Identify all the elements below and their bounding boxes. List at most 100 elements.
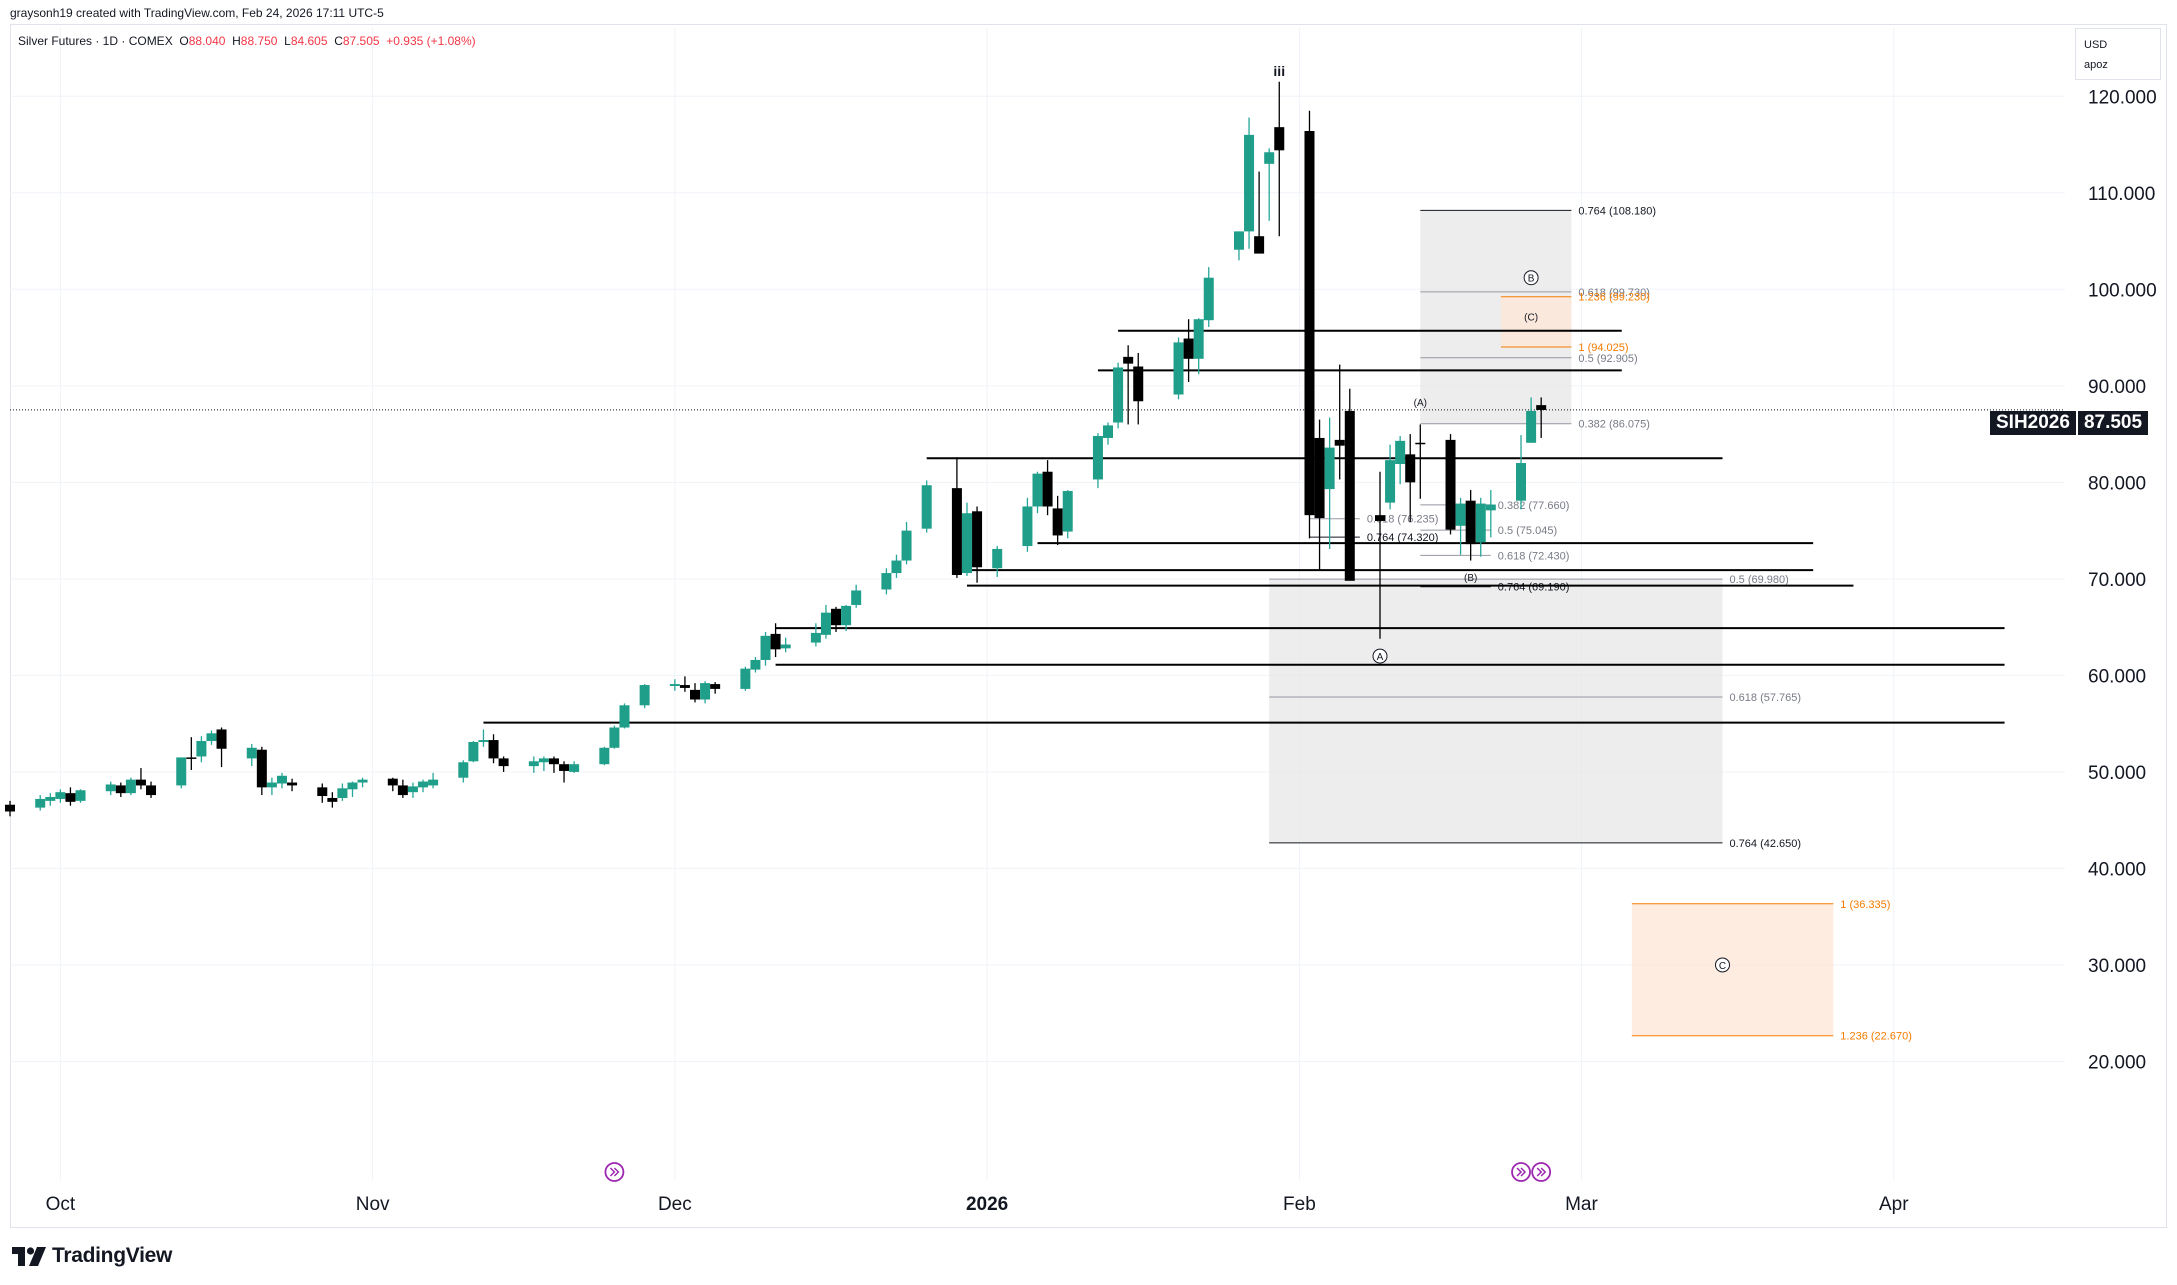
tradingview-logo-text: TradingView — [52, 1244, 173, 1267]
x-axis-tick-label: 2026 — [966, 1194, 1008, 1215]
candle-body — [619, 705, 630, 728]
x-axis-tick-label: Mar — [1565, 1194, 1598, 1215]
y-axis-tick-label: 60.000 — [2088, 666, 2146, 687]
y-axis-tick-label: 120.000 — [2088, 87, 2157, 108]
candle-body — [1445, 439, 1456, 530]
wave-label: B — [1528, 274, 1535, 285]
y-axis-tick-label: 50.000 — [2088, 763, 2146, 784]
candle-body — [881, 573, 892, 590]
scale-settings-box[interactable]: USD apoz — [2075, 28, 2161, 80]
candle-body — [216, 729, 227, 749]
candle-body — [972, 511, 983, 568]
candle-body — [206, 733, 217, 742]
candle-body — [468, 741, 479, 762]
candle-body — [1042, 471, 1053, 507]
candle-body — [1173, 342, 1184, 395]
open-label: O — [179, 34, 189, 48]
candle-body — [1193, 319, 1204, 359]
fib-target-zone — [1500, 296, 1572, 347]
candle-body — [770, 633, 781, 650]
fib-level-label: 1 (94.025) — [1578, 342, 1628, 354]
candle-body — [478, 740, 489, 742]
candle-body — [1526, 410, 1537, 443]
candle-body — [347, 782, 358, 790]
candle-body — [679, 685, 690, 688]
candle-body — [1334, 439, 1345, 446]
candle-body — [1062, 491, 1073, 532]
candle-body — [1405, 454, 1416, 483]
candle-body — [740, 668, 751, 689]
fib-level-label: 1 (36.335) — [1840, 899, 1890, 911]
symbol-legend: Silver Futures · 1D · COMEX O88.040 H88.… — [18, 34, 476, 48]
candle-body — [538, 758, 549, 763]
fib-level-label: 0.5 (92.905) — [1578, 353, 1637, 365]
candle-body — [1455, 503, 1466, 526]
candle-body — [1465, 500, 1476, 545]
x-axis-tick-label: Feb — [1283, 1194, 1316, 1215]
candle-body — [1375, 515, 1385, 521]
fib-level-label: 0.5 (75.045) — [1498, 525, 1557, 537]
candle-body — [750, 659, 761, 670]
low-label: L — [284, 34, 291, 48]
candle-body — [1344, 410, 1355, 581]
tradingview-logo-icon — [12, 1247, 46, 1266]
chart-frame[interactable] — [10, 24, 2167, 1228]
fib-level-label: 0.618 (72.430) — [1498, 550, 1570, 562]
candle-body — [407, 786, 418, 793]
y-axis-tick-label: 40.000 — [2088, 859, 2146, 880]
candle-body — [669, 684, 680, 687]
candle-body — [1233, 231, 1244, 250]
candle-body — [1475, 503, 1486, 543]
x-axis-tick-label: Dec — [658, 1194, 692, 1215]
candle-body — [951, 488, 962, 576]
candle-body — [1113, 367, 1124, 423]
candle-body — [1244, 134, 1255, 232]
ticker-badge: SIH2026 — [1990, 411, 2076, 435]
candlestick-chart[interactable]: 0.764 (108.180) 0.618 (99.730)1.236 (99.2… — [0, 0, 2177, 1240]
candle-body — [75, 790, 86, 801]
candle-body — [921, 485, 932, 529]
candle-body — [1485, 504, 1496, 511]
close-value: 87.505 — [342, 34, 380, 48]
candle-body — [287, 782, 298, 786]
wave-label: A — [1377, 652, 1384, 663]
candle-body — [548, 758, 559, 765]
candle-body — [559, 764, 570, 771]
candle-body — [831, 608, 842, 626]
close-label: C — [334, 34, 343, 48]
wave-label: (C) — [1524, 312, 1538, 323]
candle-body — [276, 775, 287, 784]
candle-body — [65, 793, 76, 802]
candle-body — [609, 727, 620, 748]
candle-body — [146, 785, 157, 796]
candle-body — [1264, 152, 1275, 164]
candle-body — [599, 747, 610, 765]
x-axis-tick-label: Oct — [46, 1194, 76, 1215]
fib-level-label: 0.764 (42.650) — [1730, 838, 1802, 850]
fib-target-zone — [1631, 903, 1834, 1036]
candle-body — [5, 804, 15, 812]
candle-body — [901, 530, 912, 561]
y-axis-tick-label: 100.000 — [2088, 280, 2157, 301]
fib-level-label: 1.236 (99.230) — [1578, 292, 1650, 304]
candle-body — [1304, 131, 1315, 516]
candle-body — [1183, 338, 1194, 359]
candle-body — [397, 785, 408, 796]
candle-body — [710, 684, 721, 689]
tradingview-logo[interactable]: TradingView — [12, 1244, 172, 1268]
wave-label: (A) — [1414, 398, 1427, 409]
wave-label-circle — [1523, 270, 1539, 286]
y-axis-tick-label: 110.000 — [2088, 184, 2155, 205]
candle-body — [1052, 508, 1063, 536]
candle-body — [639, 685, 650, 706]
candle-body — [891, 560, 902, 574]
candle-body — [1032, 473, 1043, 507]
candle-body — [488, 740, 499, 759]
fib-level-label: 0.5 (69.980) — [1730, 574, 1789, 586]
candle-body — [115, 785, 126, 794]
wave-label: (B) — [1464, 573, 1477, 584]
candle-body — [780, 644, 791, 649]
candle-body — [1314, 437, 1325, 519]
fib-level-label: 0.382 (86.075) — [1578, 419, 1650, 431]
